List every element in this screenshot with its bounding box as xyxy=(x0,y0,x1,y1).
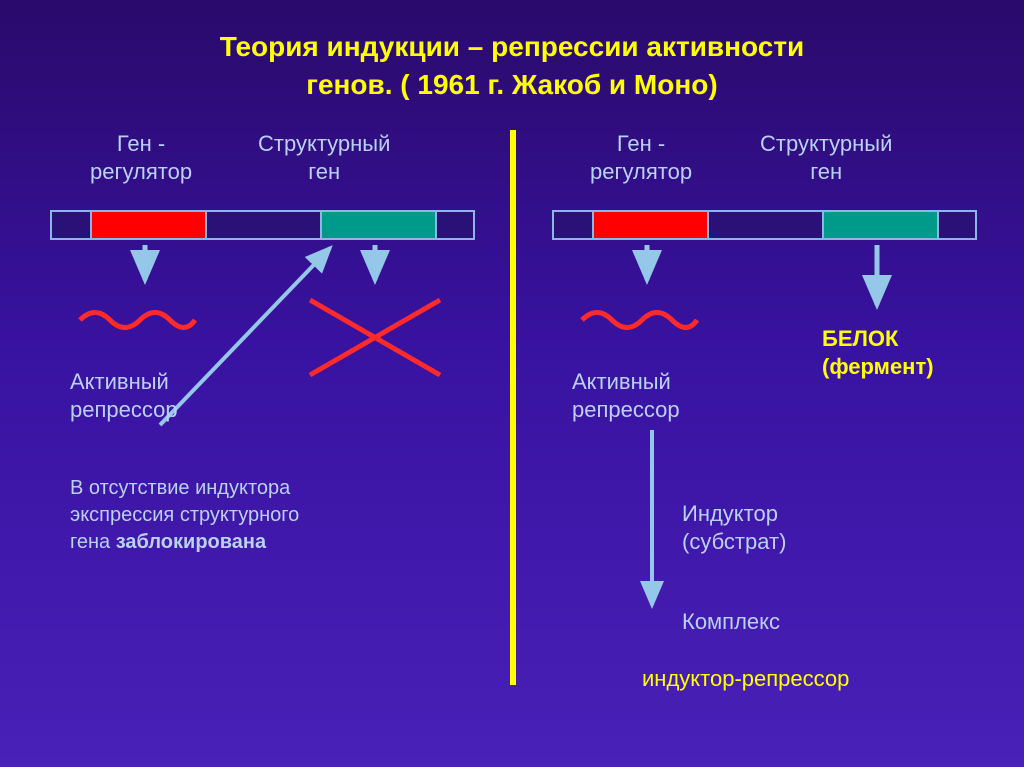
right-structural-label: Структурный ген xyxy=(760,130,892,185)
left-regulator-label: Ген - регулятор xyxy=(90,130,192,185)
text: Ген - xyxy=(90,130,192,158)
title-line1: Теория индукции – репрессии активности xyxy=(0,28,1024,66)
seg-spacer1 xyxy=(52,212,90,238)
seg-spacer2 xyxy=(707,212,822,238)
right-complex-sublabel: индуктор-репрессор xyxy=(642,665,849,693)
right-inductor-label: Индуктор (субстрат) xyxy=(682,500,786,555)
text: Структурный xyxy=(760,130,892,158)
text: ген xyxy=(258,158,390,186)
right-protein-label: БЕЛОК (фермент) xyxy=(822,325,934,380)
protein-line2: (фермент) xyxy=(822,353,934,381)
seg-regulator xyxy=(592,212,707,238)
panels-container: Ген - регулятор Структурный ген xyxy=(0,130,1024,767)
text: регулятор xyxy=(590,158,692,186)
right-mrna-squiggle xyxy=(582,313,697,328)
left-repressor-label: Активный репрессор xyxy=(70,368,178,423)
left-diagonal-arrow xyxy=(160,248,330,425)
seg-spacer3 xyxy=(435,212,473,238)
protein-line1: БЕЛОК xyxy=(822,325,934,353)
text: Ген - xyxy=(590,130,692,158)
left-cross-2 xyxy=(310,300,440,375)
seg-spacer1 xyxy=(554,212,592,238)
left-caption: В отсутствие индуктора экспрессия структ… xyxy=(70,475,299,556)
seg-structural xyxy=(822,212,937,238)
caption-bold: заблокирована xyxy=(116,531,266,553)
text: регулятор xyxy=(90,158,192,186)
right-regulator-label: Ген - регулятор xyxy=(590,130,692,185)
slide-title: Теория индукции – репрессии активности г… xyxy=(0,0,1024,104)
left-structural-label: Структурный ген xyxy=(258,130,390,185)
seg-regulator xyxy=(90,212,205,238)
right-repressor-label: Активный репрессор xyxy=(572,368,680,423)
title-line2: генов. ( 1961 г. Жакоб и Моно) xyxy=(0,66,1024,104)
seg-structural xyxy=(320,212,435,238)
text: ген xyxy=(760,158,892,186)
left-panel: Ген - регулятор Структурный ген xyxy=(0,130,512,767)
right-complex-label: Комплекс xyxy=(682,608,780,636)
left-mrna-squiggle xyxy=(80,313,195,328)
right-gene-bar xyxy=(552,210,977,240)
text: Структурный xyxy=(258,130,390,158)
seg-spacer3 xyxy=(937,212,975,238)
left-gene-bar xyxy=(50,210,475,240)
right-panel: Ген - регулятор Структурный ген xyxy=(512,130,1024,767)
seg-spacer2 xyxy=(205,212,320,238)
left-cross-1 xyxy=(310,300,440,375)
